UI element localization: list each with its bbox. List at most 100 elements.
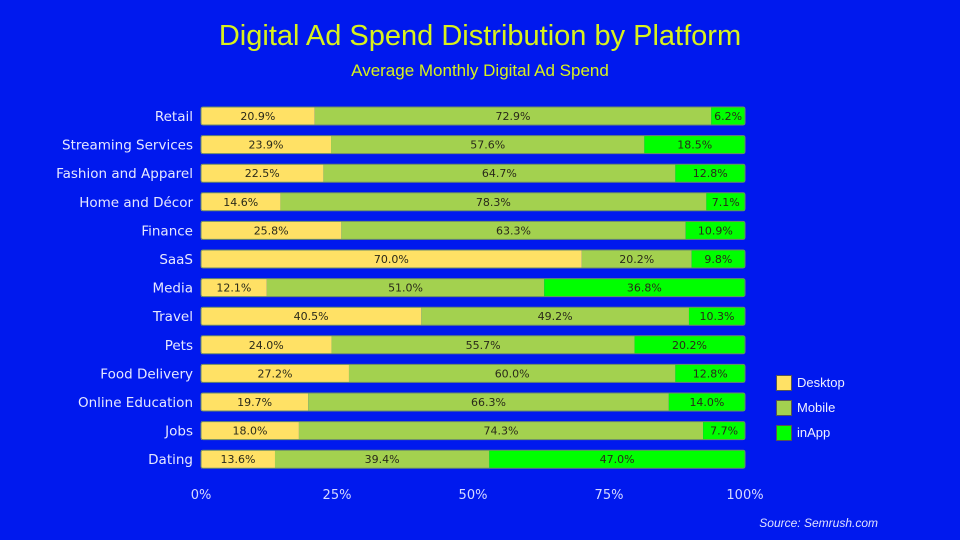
category-label: Streaming Services [62, 138, 193, 154]
category-label: Fashion and Apparel [56, 166, 193, 182]
bar-segment-desktop [201, 421, 299, 440]
data-label: 47.0% [600, 453, 635, 466]
category-label: Travel [152, 309, 193, 325]
bar-segment-mobile [308, 393, 669, 411]
bar-group: Retail 20.9% 72.9% 6.2% [155, 106, 746, 126]
data-label: 39.4% [365, 453, 400, 466]
data-label: 6.2% [714, 110, 742, 123]
data-label: 20.2% [619, 253, 654, 266]
x-tick-label: 100% [726, 488, 763, 503]
bar-group: Streaming Services 23.9% 57.6% 18.5% [62, 135, 746, 155]
bar-segment-inapp [685, 221, 745, 240]
data-label: 63.3% [496, 224, 531, 237]
data-label: 12.8% [693, 167, 728, 180]
data-label: 55.7% [466, 339, 501, 352]
bar-segment-desktop [201, 135, 332, 154]
data-label: 7.1% [712, 196, 740, 209]
legend-label-inapp: inApp [797, 425, 831, 440]
bar-segment-mobile [331, 335, 635, 354]
bar-segment-desktop [201, 278, 267, 297]
data-label: 18.5% [677, 139, 712, 152]
bar-segment-desktop [201, 250, 582, 268]
bar-group: Pets 24.0% 55.7% 20.2% [165, 335, 746, 355]
bar-outline [200, 106, 746, 126]
category-label: Jobs [164, 424, 193, 440]
data-label: 74.3% [484, 425, 519, 438]
legend-swatch-desktop [776, 374, 792, 391]
x-tick-label: 75% [595, 488, 624, 503]
bar-segment-mobile [331, 135, 645, 154]
bar-outline [200, 449, 746, 469]
data-label: 49.2% [538, 310, 573, 323]
data-label: 9.8% [704, 253, 732, 266]
data-label: 23.9% [249, 139, 284, 152]
category-label: Food Delivery [100, 366, 193, 382]
bar-group: Online Education 19.7% 66.3% 14.0% [78, 392, 746, 412]
bar-segment-inapp [691, 250, 745, 268]
data-label: 7.7% [710, 425, 738, 438]
legend-label-desktop: Desktop [797, 375, 845, 390]
bar-segment-inapp [644, 135, 745, 154]
bar-segment-inapp [675, 364, 745, 383]
bar-segment-desktop [201, 192, 281, 211]
bar-segment-inapp [703, 421, 745, 440]
bar-segment-desktop [201, 307, 422, 326]
bar-segment-mobile [581, 250, 692, 268]
data-label: 78.3% [476, 196, 511, 209]
legend-swatch-inapp [776, 424, 792, 441]
bar-segment-inapp [489, 450, 745, 469]
category-label: Online Education [78, 395, 193, 411]
legend-label-mobile: Mobile [797, 400, 836, 415]
x-tick-label: 0% [191, 488, 212, 503]
data-label: 70.0% [374, 253, 409, 266]
category-label: Media [152, 281, 193, 297]
legend-item-inapp: inApp [776, 420, 845, 445]
category-label: Finance [141, 223, 193, 239]
data-label: 72.9% [496, 110, 531, 123]
data-label: 51.0% [388, 282, 423, 295]
bar-outline [200, 192, 746, 212]
category-label: Home and Décor [79, 195, 193, 211]
bar-segment-desktop [201, 450, 275, 469]
bar-group: Dating 13.6% 39.4% 47.0% [148, 449, 746, 469]
bar-segment-mobile [421, 307, 689, 326]
data-label: 20.9% [240, 110, 275, 123]
bar-group: SaaS 70.0% 20.2% 9.8% [159, 249, 746, 269]
bar-outline [200, 163, 746, 183]
data-label: 12.1% [216, 282, 251, 295]
bar-outline [200, 135, 746, 155]
data-label: 40.5% [294, 310, 329, 323]
bar-segment-desktop [201, 164, 324, 183]
legend-swatch-mobile [776, 399, 792, 416]
data-label: 25.8% [254, 224, 289, 237]
bar-outline [200, 306, 746, 326]
data-label: 13.6% [221, 453, 256, 466]
data-label: 12.8% [693, 367, 728, 380]
bar-segment-inapp [668, 393, 745, 411]
bar-segment-mobile [314, 107, 712, 125]
bar-group: Food Delivery 27.2% 60.0% 12.8% [100, 363, 746, 383]
bar-segment-inapp [675, 164, 745, 183]
data-label: 20.2% [672, 339, 707, 352]
bar-segment-mobile [323, 164, 676, 183]
data-label: 64.7% [482, 167, 517, 180]
data-label: 57.6% [470, 139, 505, 152]
data-label: 10.3% [700, 310, 735, 323]
bar-group: Fashion and Apparel 22.5% 64.7% 12.8% [56, 163, 746, 183]
data-label: 36.8% [627, 282, 662, 295]
bar-segment-desktop [201, 335, 332, 354]
bar-outline [200, 335, 746, 355]
bar-segment-mobile [274, 450, 490, 469]
bar-segment-desktop [201, 393, 309, 411]
bar-outline [200, 278, 746, 298]
data-label: 66.3% [471, 396, 506, 409]
bar-outline [200, 421, 746, 441]
bar-segment-inapp [706, 192, 745, 211]
bar-segment-mobile [298, 421, 704, 440]
chart-title: Digital Ad Spend Distribution by Platfor… [218, 20, 742, 52]
data-label: 14.0% [689, 396, 724, 409]
bar-outline [200, 392, 746, 412]
data-label: 14.6% [223, 196, 258, 209]
data-label: 22.5% [245, 167, 280, 180]
